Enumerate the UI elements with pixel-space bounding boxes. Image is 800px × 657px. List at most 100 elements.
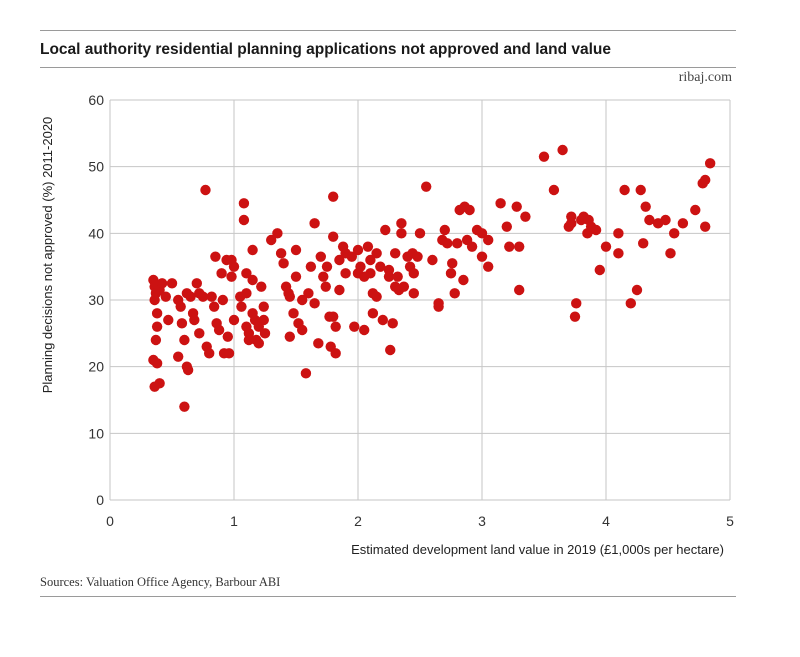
data-point bbox=[247, 274, 258, 286]
data-point bbox=[334, 284, 345, 296]
data-point bbox=[149, 294, 160, 306]
data-point bbox=[315, 251, 326, 262]
data-point bbox=[638, 238, 649, 249]
bottom-rule bbox=[40, 596, 736, 597]
data-point bbox=[151, 358, 163, 369]
data-point bbox=[396, 228, 407, 239]
data-point bbox=[309, 218, 320, 229]
data-point bbox=[412, 251, 423, 262]
data-point bbox=[365, 254, 376, 266]
data-point bbox=[163, 314, 174, 326]
data-point bbox=[433, 301, 444, 312]
data-point bbox=[644, 214, 655, 226]
data-point bbox=[175, 301, 186, 312]
data-point bbox=[380, 224, 391, 236]
data-point bbox=[501, 221, 512, 232]
x-tick-label: 2 bbox=[354, 513, 362, 529]
data-point bbox=[241, 268, 252, 279]
data-point bbox=[305, 261, 317, 272]
data-point bbox=[464, 204, 475, 216]
data-point bbox=[421, 181, 432, 192]
data-point bbox=[700, 174, 711, 186]
data-point bbox=[275, 248, 287, 259]
data-point bbox=[590, 224, 602, 236]
data-point bbox=[290, 244, 302, 256]
data-point bbox=[704, 158, 716, 169]
data-point bbox=[483, 234, 494, 246]
data-point bbox=[371, 248, 382, 259]
data-point bbox=[176, 318, 188, 329]
data-point bbox=[383, 271, 395, 282]
x-tick-label: 5 bbox=[726, 513, 734, 529]
data-point bbox=[375, 261, 386, 272]
chart-grid bbox=[109, 99, 731, 501]
y-tick-label: 10 bbox=[88, 425, 104, 441]
data-point bbox=[613, 248, 624, 259]
data-point bbox=[548, 184, 560, 196]
data-point bbox=[600, 241, 612, 252]
data-point bbox=[213, 324, 225, 336]
data-point bbox=[377, 314, 388, 326]
data-point bbox=[185, 291, 196, 302]
data-point bbox=[238, 198, 250, 209]
data-point bbox=[466, 241, 478, 252]
data-point bbox=[669, 228, 680, 239]
data-point bbox=[166, 278, 178, 289]
y-axis-label: Planning decisions not approved (%) 2011… bbox=[40, 117, 55, 394]
data-point bbox=[297, 324, 308, 336]
data-point bbox=[690, 204, 701, 216]
data-point bbox=[476, 251, 488, 262]
data-point bbox=[189, 314, 200, 326]
data-point bbox=[204, 348, 215, 359]
data-point bbox=[367, 308, 379, 319]
data-point bbox=[179, 334, 190, 346]
y-tick-label: 0 bbox=[96, 492, 104, 508]
data-point bbox=[452, 238, 463, 249]
x-axis-label: Estimated development land value in 2019… bbox=[351, 542, 724, 557]
data-point bbox=[290, 271, 302, 282]
x-tick-label: 0 bbox=[106, 513, 114, 529]
data-point bbox=[340, 268, 351, 279]
data-point bbox=[385, 344, 396, 356]
data-point bbox=[398, 281, 410, 292]
data-point bbox=[557, 144, 568, 156]
data-point bbox=[259, 328, 271, 339]
data-point bbox=[677, 218, 689, 229]
data-point bbox=[392, 271, 403, 282]
data-point bbox=[514, 241, 525, 252]
x-tick-label: 4 bbox=[602, 513, 610, 529]
data-point bbox=[238, 214, 250, 226]
data-point bbox=[476, 228, 488, 239]
data-point bbox=[408, 268, 419, 279]
chart-title: Local authority residential planning app… bbox=[40, 41, 612, 58]
data-point bbox=[256, 281, 267, 292]
data-point bbox=[495, 198, 506, 209]
data-point bbox=[303, 288, 314, 299]
data-point bbox=[200, 184, 211, 196]
data-point bbox=[297, 294, 308, 306]
x-axis-ticks: 0 1 2 3 4 5 bbox=[106, 513, 734, 529]
data-point bbox=[258, 301, 269, 312]
data-point bbox=[179, 401, 190, 412]
data-point bbox=[352, 244, 364, 256]
data-point bbox=[445, 268, 457, 279]
data-point bbox=[408, 288, 419, 299]
y-tick-label: 40 bbox=[88, 225, 104, 241]
data-point bbox=[151, 321, 163, 332]
data-point bbox=[346, 251, 357, 262]
x-tick-label: 1 bbox=[230, 513, 238, 529]
data-point bbox=[288, 308, 299, 319]
data-point bbox=[318, 271, 329, 282]
data-point bbox=[149, 381, 160, 392]
data-point bbox=[365, 268, 376, 279]
data-point bbox=[228, 314, 240, 326]
data-point bbox=[447, 258, 458, 269]
data-point bbox=[328, 231, 339, 242]
data-point bbox=[191, 278, 202, 289]
data-point bbox=[278, 258, 289, 269]
data-point bbox=[313, 338, 324, 349]
data-point bbox=[253, 338, 264, 349]
data-point bbox=[414, 228, 426, 239]
data-point bbox=[439, 224, 450, 236]
